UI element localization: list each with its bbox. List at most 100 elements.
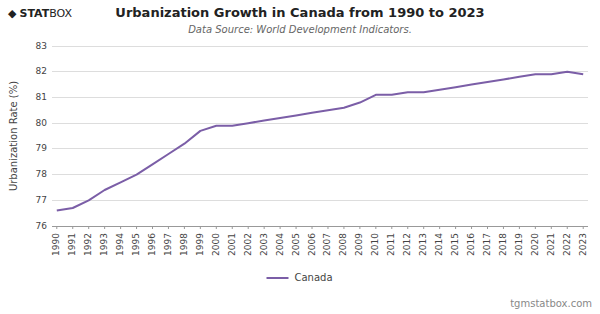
legend: Canada [267,272,333,283]
x-tick-label: 1990 [51,233,61,256]
x-axis-line [52,226,588,227]
x-tick [200,226,201,229]
x-tick [232,226,233,229]
x-tick-label: 2016 [466,233,476,256]
logo-text: BOX [49,7,72,20]
x-tick [583,226,584,229]
grid-line [52,226,588,227]
grid-line [52,46,588,47]
x-tick [375,226,376,229]
x-tick [264,226,265,229]
x-tick-label: 2022 [562,233,572,256]
x-tick [72,226,73,229]
y-tick-label: 78 [36,169,48,179]
grid-line [52,148,588,149]
y-tick-label: 79 [36,143,48,153]
x-tick-label: 2004 [275,233,285,256]
series-line [57,72,583,211]
logo: ◆STATBOX [8,7,73,20]
y-tick-label: 83 [36,41,47,51]
x-tick-label: 1999 [195,233,205,256]
x-tick [567,226,568,229]
watermark: tgmstatbox.com [510,298,592,309]
y-tick-label: 81 [36,92,47,102]
logo-mark: ◆ [8,7,17,20]
x-tick-label: 2000 [211,233,221,256]
x-tick-label: 1991 [67,233,77,256]
x-tick-label: 2002 [243,233,253,256]
x-tick-label: 1995 [131,233,141,256]
legend-label: Canada [295,272,333,283]
x-tick [104,226,105,229]
x-tick [359,226,360,229]
y-tick-label: 76 [36,221,48,231]
x-tick-label: 2020 [530,233,540,256]
x-tick [407,226,408,229]
legend-swatch [267,277,289,279]
x-tick [535,226,536,229]
y-axis-label: Urbanization Rate (%) [8,81,19,191]
plot-area [57,72,583,211]
y-tick-label: 82 [36,66,47,76]
x-tick-label: 1993 [99,233,109,256]
grid-line [52,174,588,175]
x-tick-label: 2017 [482,233,492,256]
x-tick [296,226,297,229]
x-tick [280,226,281,229]
x-tick-label: 2023 [578,233,588,256]
x-tick [312,226,313,229]
x-tick-label: 2006 [307,233,317,256]
x-tick [56,226,57,229]
grid-line [52,123,588,124]
x-tick-label: 2007 [322,233,332,256]
x-tick-label: 2014 [434,233,444,256]
x-tick [327,226,328,229]
x-tick-label: 1998 [179,233,189,256]
x-tick-label: 2013 [418,233,428,256]
grid-line [52,71,588,72]
x-tick [248,226,249,229]
x-tick [519,226,520,229]
x-tick-label: 2018 [498,233,508,256]
x-tick [88,226,89,229]
x-tick-label: 2010 [370,233,380,256]
x-tick [503,226,504,229]
x-tick [423,226,424,229]
x-tick-label: 1997 [163,233,173,256]
grid-line [52,97,588,98]
x-tick [391,226,392,229]
x-tick-label: 1992 [83,233,93,256]
x-tick-label: 2015 [450,233,460,256]
y-grid [52,46,588,226]
x-tick [343,226,344,229]
x-tick-label: 2008 [338,233,348,256]
x-tick-label: 2001 [227,233,237,256]
x-tick [184,226,185,229]
title: Urbanization Growth in Canada from 1990 … [115,5,484,20]
x-tick-label: 1994 [115,233,125,256]
x-tick [439,226,440,229]
x-tick-label: 2011 [386,233,396,256]
x-tick [136,226,137,229]
x-tick-label: 2012 [402,233,412,256]
chart: ◆STATBOX Urbanization Growth in Canada fr… [0,0,600,314]
subtitle: Data Source: World Development Indicator… [188,24,412,35]
x-tick-label: 2009 [354,233,364,256]
x-tick-label: 2005 [291,233,301,256]
x-tick [216,226,217,229]
x-tick [471,226,472,229]
x-tick [551,226,552,229]
x-tick-label: 2003 [259,233,269,256]
x-tick [455,226,456,229]
x-tick-label: 1996 [147,233,157,256]
grid-line [52,200,588,201]
y-tick-label: 77 [36,195,47,205]
y-tick-label: 80 [36,118,48,128]
x-tick [152,226,153,229]
x-tick-label: 2019 [514,233,524,256]
x-tick [487,226,488,229]
x-tick-label: 2021 [546,233,556,256]
logo-text: STAT [19,7,49,20]
x-tick [120,226,121,229]
x-tick [168,226,169,229]
